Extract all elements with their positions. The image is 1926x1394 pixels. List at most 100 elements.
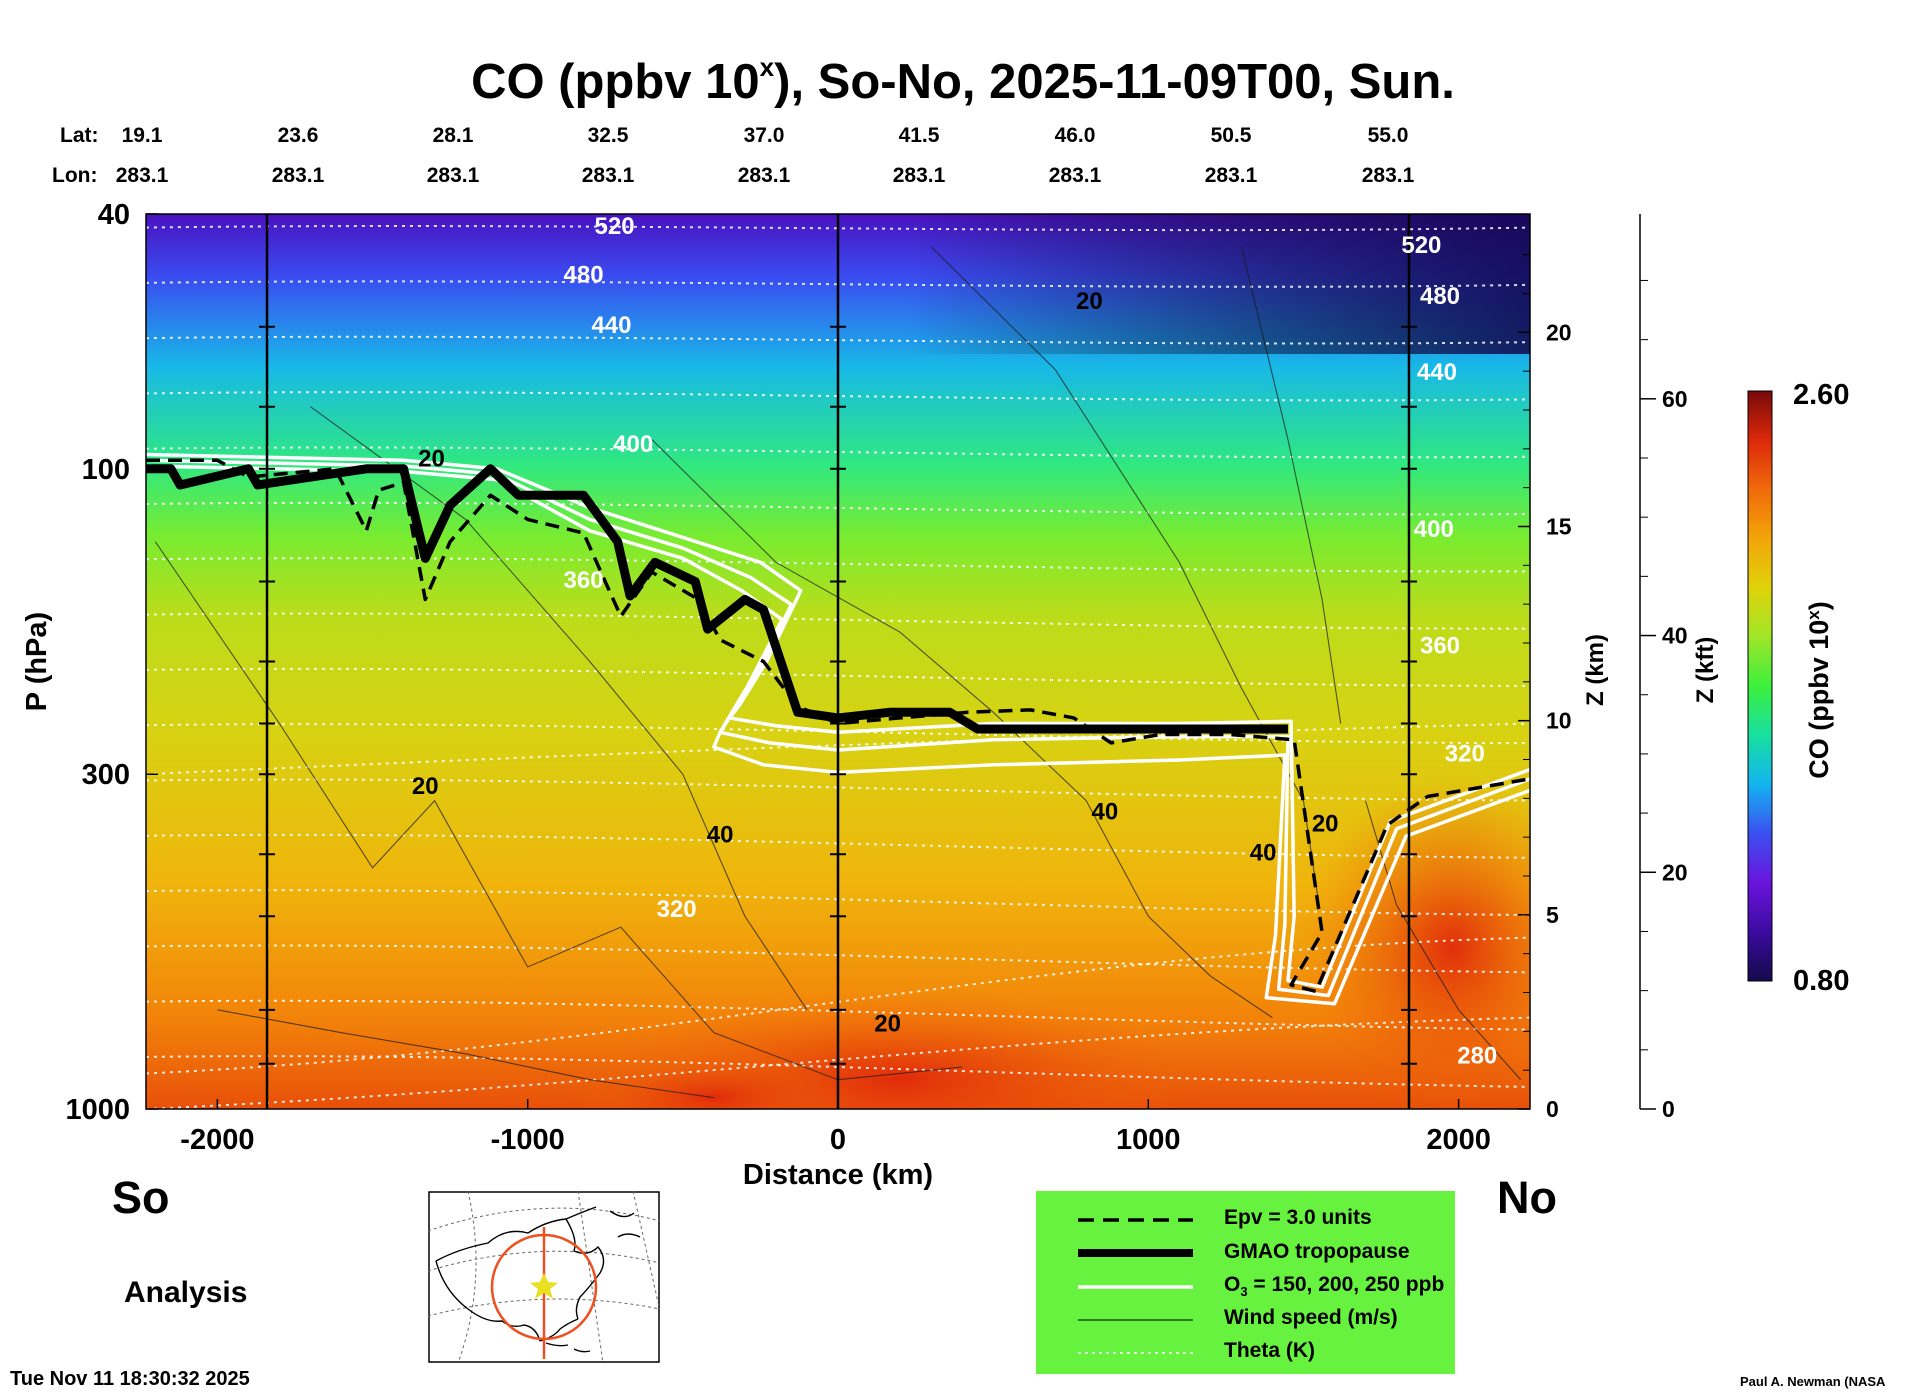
lat-label: Lat:	[60, 124, 99, 147]
theta-contour	[146, 723, 1530, 745]
zkft-tick-label: 20	[1662, 859, 1688, 885]
south-label: So	[112, 1172, 170, 1223]
theta-contour	[146, 446, 1530, 459]
lon-value: 283.1	[892, 164, 946, 187]
theta-contour	[146, 999, 1530, 1031]
lon-label: Lon:	[52, 164, 98, 187]
theta-contour	[146, 280, 1530, 288]
theta-contour	[146, 391, 1530, 402]
wind-contour	[310, 406, 808, 1011]
wind-contour	[651, 439, 1273, 1019]
theta-contour	[146, 667, 1530, 687]
colorbar	[1747, 390, 1773, 982]
theta-contour	[146, 778, 1530, 802]
lon-value: 283.1	[1048, 164, 1102, 187]
co-field-hotspot-south	[573, 1052, 854, 1109]
theta-label: 480	[564, 261, 604, 288]
theta-label: 440	[1417, 359, 1457, 386]
credit: Paul A. Newman (NASA	[1740, 1374, 1886, 1389]
zkm-tick-label: 5	[1546, 902, 1559, 928]
wind-label: 20	[1312, 810, 1339, 837]
zkft-tick-label: 0	[1662, 1096, 1675, 1122]
zkft-tick-label: 40	[1662, 623, 1688, 649]
theta-label: 520	[1401, 232, 1441, 259]
series-epv-line	[146, 458, 1530, 994]
theta-label: 360	[1420, 633, 1460, 660]
x-tick-label: -1000	[491, 1124, 565, 1156]
wind-contour	[1365, 800, 1522, 1081]
wind-label: 40	[1092, 798, 1119, 825]
y-axis-label: P (hPa)	[21, 612, 53, 711]
location-map	[428, 1191, 660, 1363]
colorbar-label: CO (ppbv 10x)	[1804, 601, 1835, 779]
lon-value: 283.1	[737, 164, 791, 187]
series-ozone-line	[146, 452, 1530, 989]
lon-value: 283.1	[271, 164, 325, 187]
wind-contour	[217, 1009, 714, 1099]
zkm-tick-label: 0	[1546, 1096, 1559, 1122]
x-tick-label: 2000	[1426, 1124, 1491, 1156]
y-tick-label: 300	[82, 759, 130, 791]
wind-label: 20	[418, 446, 445, 473]
zkm-tick-label: 15	[1546, 513, 1572, 539]
wind-label: 40	[707, 822, 734, 849]
lat-value: 50.5	[1210, 124, 1252, 147]
zkm-tick-label: 10	[1546, 708, 1572, 734]
theta-contour	[146, 335, 1530, 345]
theta-label: 320	[1445, 740, 1485, 767]
theta-contour	[146, 501, 1530, 516]
wind-label: 40	[1250, 840, 1277, 867]
lat-value: 19.1	[121, 124, 163, 147]
lat-value: 23.6	[277, 124, 319, 147]
x-tick-label: 1000	[1116, 1124, 1181, 1156]
lat-value: 32.5	[587, 124, 629, 147]
zkft-axis-label: Z (kft)	[1692, 637, 1719, 704]
legend-label-ozone: O3 = 150, 200, 250 ppb	[1224, 1273, 1445, 1300]
x-tick-label: 0	[830, 1124, 846, 1156]
y-tick-label: 1000	[65, 1094, 130, 1126]
theta-contour	[146, 1016, 1530, 1109]
y-tick-label: 40	[98, 199, 130, 231]
zkm-tick-label: 20	[1546, 319, 1572, 345]
theta-contour	[146, 1055, 1530, 1088]
theta-contour	[146, 889, 1530, 917]
theta-label: 440	[591, 312, 631, 339]
legend-label-wind: Wind speed (m/s)	[1224, 1306, 1398, 1329]
wind-contour	[1240, 246, 1342, 724]
legend-box: Epv = 3.0 units GMAO tropopause O3 = 150…	[1036, 1191, 1455, 1374]
theta-label: 320	[657, 896, 697, 923]
lon-value: 283.1	[426, 164, 480, 187]
theta-contour	[146, 225, 1530, 232]
wind-label: 20	[874, 1011, 901, 1038]
timestamp: Tue Nov 11 18:30:32 2025	[10, 1368, 250, 1390]
legend-label-tropopause: GMAO tropopause	[1224, 1240, 1410, 1263]
lon-value: 283.1	[115, 164, 169, 187]
theta-label: 480	[1420, 283, 1460, 310]
theta-label: 400	[1414, 516, 1454, 543]
lat-value: 46.0	[1054, 124, 1096, 147]
lat-value: 55.0	[1367, 124, 1409, 147]
zkm-axis-label: Z (km)	[1582, 634, 1609, 706]
legend-label-theta: Theta (K)	[1224, 1339, 1315, 1362]
wind-label: 20	[1076, 288, 1103, 315]
colorbar-min-label: 0.80	[1793, 965, 1849, 997]
theta-contour	[146, 936, 1530, 1075]
theta-contour	[146, 557, 1530, 573]
zkft-tick-label: 60	[1662, 386, 1688, 412]
wind-label: 20	[412, 773, 439, 800]
series-ozone-line	[146, 464, 1530, 1006]
lon-value: 283.1	[1361, 164, 1415, 187]
colorbar-max-label: 2.60	[1793, 379, 1849, 411]
lat-value: 37.0	[743, 124, 785, 147]
lat-value: 41.5	[898, 124, 940, 147]
lon-value: 283.1	[581, 164, 635, 187]
lat-value: 28.1	[432, 124, 474, 147]
series-tropopause-line	[146, 464, 1288, 734]
theta-contour	[146, 833, 1530, 859]
legend-label-epv: Epv = 3.0 units	[1224, 1206, 1372, 1229]
analysis-label: Analysis	[124, 1276, 248, 1309]
lon-value: 283.1	[1204, 164, 1258, 187]
wind-contour	[154, 541, 963, 1081]
